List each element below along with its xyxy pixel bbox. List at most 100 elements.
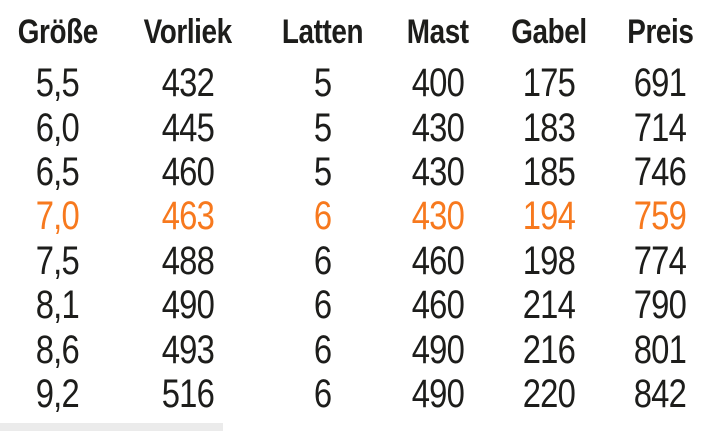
cell-vorliek: 463 [115, 196, 260, 236]
cell-preis: 746 [608, 152, 712, 192]
cell-groesse: 8,1 [0, 285, 115, 325]
column-header-preis: Preis [608, 15, 712, 49]
cell-value: 6 [313, 327, 332, 372]
cell-latten: 5 [260, 108, 385, 148]
cell-value: 430 [411, 194, 464, 239]
cell-value: 432 [161, 61, 214, 106]
cell-groesse: 6,0 [0, 108, 115, 148]
cell-mast: 460 [385, 285, 490, 325]
table-row: 6,5 460 5 430 185 746 [0, 150, 712, 194]
cell-gabel: 198 [490, 241, 608, 281]
cell-vorliek: 432 [115, 63, 260, 103]
column-header-label: Mast [406, 13, 469, 51]
table-row: 8,1 490 6 460 214 790 [0, 283, 712, 327]
column-header-label: Gabel [511, 13, 587, 51]
cell-preis: 801 [608, 330, 712, 370]
cell-value: 6 [313, 194, 332, 239]
cell-mast: 460 [385, 241, 490, 281]
cell-mast: 430 [385, 152, 490, 192]
cell-value: 430 [411, 105, 464, 150]
cell-value: 5 [313, 149, 332, 194]
cell-value: 7,5 [35, 238, 80, 283]
cell-latten: 5 [260, 152, 385, 192]
cell-groesse: 7,5 [0, 241, 115, 281]
cell-latten: 6 [260, 196, 385, 236]
column-header-gabel: Gabel [490, 15, 608, 49]
cell-value: 490 [161, 283, 214, 328]
cell-latten: 6 [260, 330, 385, 370]
cell-value: 185 [522, 149, 576, 194]
cell-value: 8,1 [35, 283, 80, 328]
cell-preis: 774 [608, 241, 712, 281]
cell-value: 842 [633, 371, 687, 416]
cell-value: 400 [411, 61, 464, 106]
cell-value: 516 [161, 371, 214, 416]
cell-groesse: 6,5 [0, 152, 115, 192]
cell-value: 8,6 [35, 327, 80, 372]
cell-vorliek: 516 [115, 374, 260, 414]
cell-vorliek: 490 [115, 285, 260, 325]
cell-gabel: 185 [490, 152, 608, 192]
cell-latten: 5 [260, 63, 385, 103]
cell-value: 6,5 [35, 149, 80, 194]
cell-value: 746 [633, 149, 687, 194]
cell-value: 220 [522, 371, 576, 416]
table-row: 7,0 463 6 430 194 759 [0, 194, 712, 238]
cell-value: 774 [633, 238, 687, 283]
cell-value: 430 [411, 149, 464, 194]
cell-gabel: 194 [490, 196, 608, 236]
cell-value: 194 [522, 194, 576, 239]
cell-groesse: 8,6 [0, 330, 115, 370]
cell-value: 490 [411, 327, 464, 372]
cell-gabel: 214 [490, 285, 608, 325]
cell-value: 6 [313, 283, 332, 328]
cell-vorliek: 460 [115, 152, 260, 192]
cell-value: 5 [313, 61, 332, 106]
cell-mast: 430 [385, 196, 490, 236]
cell-mast: 490 [385, 374, 490, 414]
cell-value: 714 [633, 105, 687, 150]
cell-groesse: 5,5 [0, 63, 115, 103]
cell-gabel: 175 [490, 63, 608, 103]
table-body: 5,5 432 5 400 175 691 6,0 445 5 430 183 714 6,5 460 5 4… [0, 61, 712, 416]
cell-value: 493 [161, 327, 214, 372]
table-row: 7,5 488 6 460 198 774 [0, 239, 712, 283]
cell-value: 216 [522, 327, 576, 372]
column-header-latten: Latten [260, 15, 385, 49]
cell-groesse: 9,2 [0, 374, 115, 414]
column-header-label: Vorliek [143, 13, 232, 51]
cell-preis: 691 [608, 63, 712, 103]
cell-preis: 842 [608, 374, 712, 414]
column-header-label: Latten [281, 13, 364, 51]
cell-value: 175 [522, 61, 576, 106]
cell-value: 460 [411, 238, 464, 283]
cell-value: 801 [633, 327, 687, 372]
cell-value: 6 [313, 238, 332, 283]
table-row: 5,5 432 5 400 175 691 [0, 61, 712, 105]
cell-preis: 714 [608, 108, 712, 148]
cell-value: 183 [522, 105, 576, 150]
cell-value: 445 [161, 105, 214, 150]
cell-mast: 430 [385, 108, 490, 148]
table-row: 9,2 516 6 490 220 842 [0, 372, 712, 416]
cell-gabel: 216 [490, 330, 608, 370]
column-header-label: Größe [17, 13, 98, 51]
cell-value: 7,0 [35, 194, 80, 239]
cell-value: 5,5 [35, 61, 80, 106]
table-row: 8,6 493 6 490 216 801 [0, 327, 712, 371]
cell-value: 759 [633, 194, 687, 239]
cell-value: 691 [633, 61, 687, 106]
cell-latten: 6 [260, 241, 385, 281]
table-row: 6,0 445 5 430 183 714 [0, 105, 712, 149]
cell-gabel: 220 [490, 374, 608, 414]
cell-gabel: 183 [490, 108, 608, 148]
cell-value: 490 [411, 371, 464, 416]
cell-groesse: 7,0 [0, 196, 115, 236]
column-header-mast: Mast [385, 15, 490, 49]
cell-value: 790 [633, 283, 687, 328]
cell-value: 198 [522, 238, 576, 283]
column-header-label: Preis [626, 13, 694, 51]
column-header-vorliek: Vorliek [115, 15, 260, 49]
cell-value: 488 [161, 238, 214, 283]
